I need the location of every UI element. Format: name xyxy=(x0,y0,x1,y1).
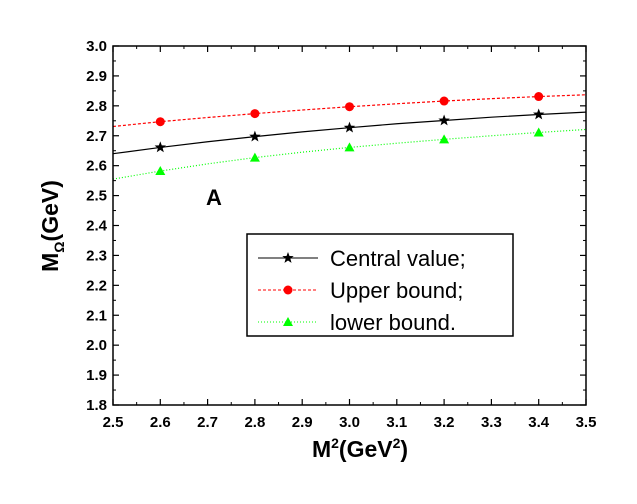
data-point-triangle xyxy=(439,134,450,144)
x-axis-title-mid: (GeV xyxy=(339,436,393,462)
y-tick-label: 2.9 xyxy=(86,68,107,85)
x-axis-title-base: M xyxy=(312,436,331,462)
series-markers xyxy=(154,92,545,176)
y-axis-title-sub: Ω xyxy=(51,241,67,252)
x-tick-label: 2.8 xyxy=(244,414,265,431)
x-axis-title-end: ) xyxy=(400,436,408,462)
y-tick-label: 2.1 xyxy=(86,307,107,324)
y-axis-title: MΩ(GeV) xyxy=(37,180,67,272)
data-point-star xyxy=(154,141,167,153)
annotation-label: A xyxy=(206,185,222,210)
x-tick-label: 2.7 xyxy=(197,414,218,431)
legend-marker-central xyxy=(282,252,294,263)
data-point-triangle xyxy=(249,152,260,162)
x-axis-title-sup: 2 xyxy=(331,435,339,451)
x-tick-label: 2.6 xyxy=(150,414,171,431)
data-point-circle xyxy=(439,96,449,106)
legend-label-lower: lower bound. xyxy=(330,310,456,335)
y-tick-labels: 1.8 1.9 2.0 2.1 2.2 2.3 2.4 2.5 2.6 2.7 2.8 2.9 3.0 xyxy=(86,38,108,414)
x-axis-title-sup2: 2 xyxy=(393,435,401,451)
x-tick-label: 3.2 xyxy=(434,414,455,431)
data-point-circle xyxy=(155,117,165,127)
x-tick-label: 3.4 xyxy=(528,414,550,431)
x-tick-labels: 2.5 2.6 2.7 2.8 2.9 3.0 3.1 3.2 3.3 3.4 3.5 xyxy=(103,414,597,431)
legend-label-central: Central value; xyxy=(330,246,466,271)
y-axis-title-end: (GeV) xyxy=(37,180,63,241)
x-axis-title: M2(GeV2) xyxy=(312,435,408,462)
y-tick-label: 1.9 xyxy=(86,367,107,384)
legend: Central value; Upper bound; lower bound. xyxy=(246,233,514,337)
legend-label-upper: Upper bound; xyxy=(330,278,463,303)
x-tick-label: 2.9 xyxy=(292,414,313,431)
x-tick-label: 2.5 xyxy=(103,414,124,431)
data-point-triangle xyxy=(155,166,166,176)
y-tick-label: 2.0 xyxy=(86,337,107,354)
data-point-star xyxy=(532,108,545,120)
y-tick-label: 2.2 xyxy=(86,277,107,294)
y-tick-label: 3.0 xyxy=(86,38,107,55)
x-tick-label: 3.1 xyxy=(386,414,407,431)
axis-ticks xyxy=(112,45,587,406)
data-point-star xyxy=(249,130,261,142)
y-tick-label: 2.7 xyxy=(86,128,107,145)
data-point-star xyxy=(438,114,450,126)
y-axis-title-base: M xyxy=(37,253,63,272)
legend-box xyxy=(246,233,514,337)
data-point-circle xyxy=(345,102,354,112)
y-tick-label: 2.4 xyxy=(86,218,108,235)
data-point-star xyxy=(343,121,356,133)
legend-marker-lower xyxy=(283,317,293,326)
data-point-circle xyxy=(534,92,544,102)
x-tick-label: 3.3 xyxy=(481,414,502,431)
legend-marker-upper xyxy=(283,285,293,295)
data-point-circle xyxy=(250,109,260,119)
x-tick-label: 3.5 xyxy=(576,414,597,431)
y-tick-label: 1.8 xyxy=(86,397,107,414)
y-tick-label: 2.8 xyxy=(86,98,107,115)
data-point-triangle xyxy=(533,127,544,137)
y-tick-label: 2.3 xyxy=(86,247,107,264)
data-point-triangle xyxy=(344,142,355,152)
x-tick-label: 3.0 xyxy=(339,414,360,431)
y-tick-label: 2.5 xyxy=(86,188,107,205)
y-tick-label: 2.6 xyxy=(86,158,107,175)
series-line-2 xyxy=(112,128,587,180)
